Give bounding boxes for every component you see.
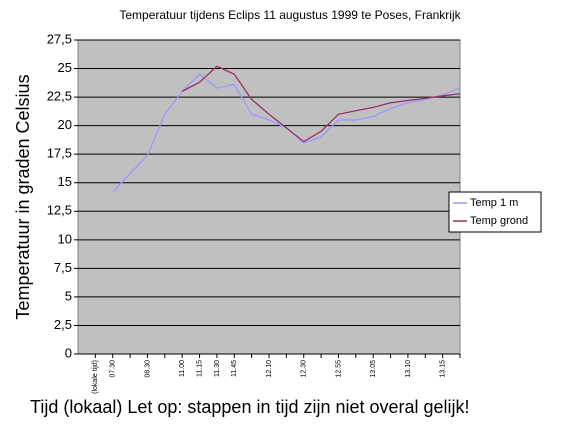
y-tick-label: 27,5	[47, 31, 72, 46]
chart-title: Temperatuur tijdens Eclips 11 augustus 1…	[119, 8, 461, 22]
legend-label: Temp 1 m	[470, 197, 518, 209]
y-tick-label: 0	[65, 345, 72, 360]
x-tick-label: 12.10	[266, 360, 273, 378]
y-tick-label: 12,5	[47, 203, 72, 218]
legend	[448, 191, 542, 233]
x-tick-label: 11.30	[214, 360, 221, 377]
y-tick-label: 5	[65, 288, 72, 303]
y-tick-label: 22,5	[47, 89, 72, 104]
x-tick-label: 11.15	[196, 360, 203, 377]
x-axis-label: Tijd (lokaal) Let op: stappen in tijd zi…	[30, 397, 470, 417]
x-tick-label: 13.10	[405, 360, 412, 378]
x-tick-label: 12.30	[301, 360, 308, 378]
plot-area	[77, 39, 461, 355]
x-tick-label: 11.45	[231, 360, 238, 377]
y-tick-label: 10	[58, 231, 72, 246]
x-tick-label: 07.30	[110, 360, 117, 378]
y-tick-label: 17,5	[47, 146, 72, 161]
y-tick-label: 7,5	[54, 260, 72, 275]
y-tick-label: 15	[58, 174, 72, 189]
y-axis-label: Temperatuur in graden Celsius	[13, 74, 33, 319]
x-tick-label: 12.55	[335, 360, 342, 378]
y-tick-label: 25	[58, 60, 72, 75]
legend-label: Temp grond	[470, 215, 528, 227]
x-tick-label: 13.05	[370, 360, 377, 378]
series-line	[181, 65, 461, 143]
x-tick-label: (lokale tijd)	[92, 360, 99, 394]
x-tick-label: 11.00	[179, 360, 186, 377]
x-tick-label: 13.15	[439, 360, 446, 378]
y-tick-label: 2,5	[54, 317, 72, 332]
y-tick-label: 20	[58, 117, 72, 132]
x-tick-label: 08.30	[144, 360, 151, 378]
